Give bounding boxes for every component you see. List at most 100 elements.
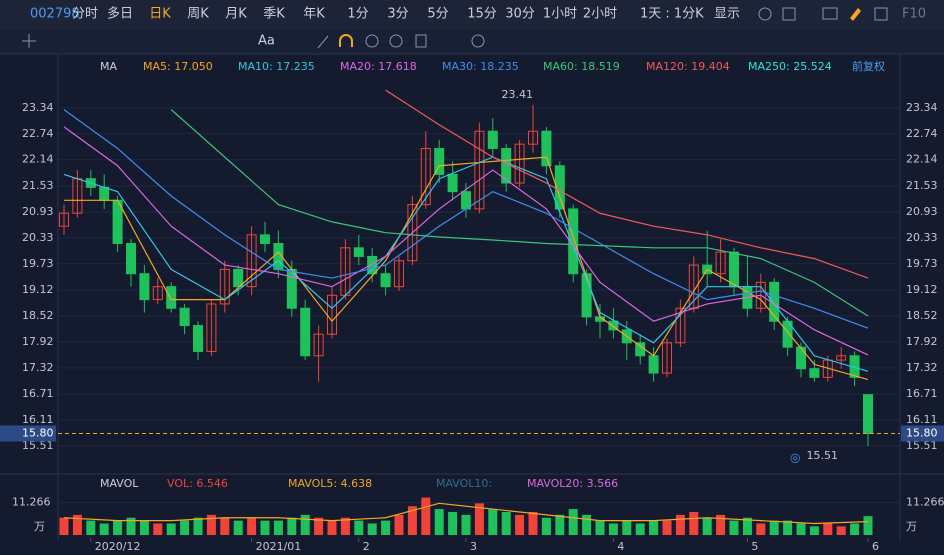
candle-body [126, 242, 136, 275]
volume-bar [206, 514, 216, 535]
tool[interactable] [365, 34, 379, 48]
period-tab[interactable]: 2小时 [583, 7, 617, 22]
volume-bar [501, 511, 511, 535]
candle-body [514, 143, 525, 184]
volume-label: MAVOL [100, 477, 139, 490]
range-select[interactable]: 1天 : 1分K [640, 7, 704, 22]
toolbar [0, 0, 944, 30]
volume-legend: MAVOL20: 3.566 [527, 477, 618, 490]
y-tick-label: 19.12 [22, 283, 54, 296]
volume-legend: MAVOL5: 4.638 [288, 477, 372, 490]
y-tick-label: 19.73 [906, 257, 938, 270]
volume-bar [180, 520, 190, 535]
tool[interactable] [389, 34, 403, 48]
volume-bar [273, 520, 283, 535]
period-tab[interactable]: 3分 [387, 7, 408, 22]
fullscreen-icon[interactable] [874, 7, 888, 21]
candle-body [836, 355, 847, 361]
volume-bar [662, 520, 672, 535]
adjust-button[interactable]: 前复权 [852, 59, 885, 73]
candle-body [246, 234, 257, 288]
settings-icon[interactable] [471, 34, 485, 48]
period-tab[interactable]: 季K [263, 7, 285, 22]
y-tick-label: 16.71 [906, 387, 938, 400]
y-tick-label: 22.14 [906, 153, 938, 166]
volume-bar [756, 523, 766, 535]
period-tab[interactable]: 1小时 [543, 7, 577, 22]
volume-bar [622, 520, 632, 535]
ma-line [63, 156, 869, 372]
ma-line [64, 156, 869, 381]
volume-bar [689, 511, 699, 535]
candle-body [635, 342, 646, 357]
volume-bar [434, 509, 444, 535]
display-menu[interactable]: 显示 [714, 7, 740, 22]
candle-body [407, 204, 418, 262]
volume-bar [113, 520, 123, 535]
candle-body [367, 255, 378, 275]
f10-button[interactable]: F10 [902, 7, 926, 22]
candle-body [541, 130, 552, 167]
period-tab[interactable]: 分时 [72, 7, 98, 22]
period-tab[interactable]: 年K [303, 7, 325, 22]
y-tick-label: 11.266 [906, 496, 944, 509]
y-tick-label: 17.92 [906, 335, 938, 348]
volume-bar [608, 523, 618, 535]
x-tick-label: 2020/12 [95, 540, 141, 553]
legend-entry: MA5: 17.050 [143, 60, 213, 73]
candle-body [675, 307, 686, 344]
candle-body [179, 307, 190, 327]
y-tick-label: 18.52 [906, 309, 938, 322]
candle-body [59, 212, 69, 227]
y-tick-label: 16.71 [22, 387, 54, 400]
period-tab[interactable]: 周K [187, 7, 209, 22]
y-tick-label: 19.73 [22, 257, 54, 270]
ma-line [63, 126, 869, 356]
camera-icon[interactable] [822, 7, 838, 20]
volume-bar [126, 517, 136, 535]
period-tab[interactable]: 5分 [427, 7, 448, 22]
candle-body [863, 394, 873, 434]
font-tool[interactable]: Aa [258, 34, 275, 49]
period-tab[interactable]: 30分 [505, 7, 535, 22]
last-price-label: 15.80 [22, 426, 54, 439]
volume-bar [72, 514, 82, 535]
candle-body [447, 173, 458, 193]
candle-body [474, 130, 485, 210]
period-tab[interactable]: 15分 [467, 7, 497, 22]
y-tick-label: 20.33 [22, 231, 54, 244]
volume-bar [796, 523, 806, 535]
crosshair-icon[interactable] [22, 34, 36, 48]
y-tick-label: 21.53 [22, 179, 54, 192]
candle-body [568, 208, 579, 275]
candle-body [300, 307, 311, 357]
volume-unit: 万 [34, 520, 45, 533]
period-tab[interactable]: 1分 [347, 7, 368, 22]
y-tick-label: 15.51 [906, 439, 938, 452]
last-price-label: 15.80 [906, 426, 938, 439]
period-tab[interactable]: 日K [149, 7, 171, 22]
ma-label: MA [100, 60, 117, 73]
volume-bar [247, 517, 257, 535]
ma-line [385, 89, 869, 279]
y-tick-label: 23.34 [906, 101, 938, 114]
period-tab[interactable]: 多日 [107, 6, 133, 22]
candle-body [755, 281, 766, 309]
checkbox[interactable] [782, 7, 796, 21]
line-tool[interactable] [317, 35, 329, 49]
ma-line [63, 109, 869, 329]
legend-entry: MA30: 18.235 [442, 60, 519, 73]
pen-icon[interactable] [850, 8, 861, 21]
candle-body [648, 355, 659, 374]
magnet-tool[interactable] [339, 34, 353, 47]
mavol-line [63, 502, 869, 525]
legend-entry: MA250: 25.524 [748, 60, 832, 73]
settings-icon[interactable] [758, 7, 772, 21]
volume-bar [193, 517, 203, 535]
stock-code[interactable]: 002798 [30, 7, 80, 22]
candle-body [796, 346, 806, 370]
period-tab[interactable]: 月K [225, 7, 247, 22]
volume-bar [783, 520, 793, 535]
volume-bar [300, 514, 310, 535]
delete-tool[interactable] [415, 34, 427, 48]
